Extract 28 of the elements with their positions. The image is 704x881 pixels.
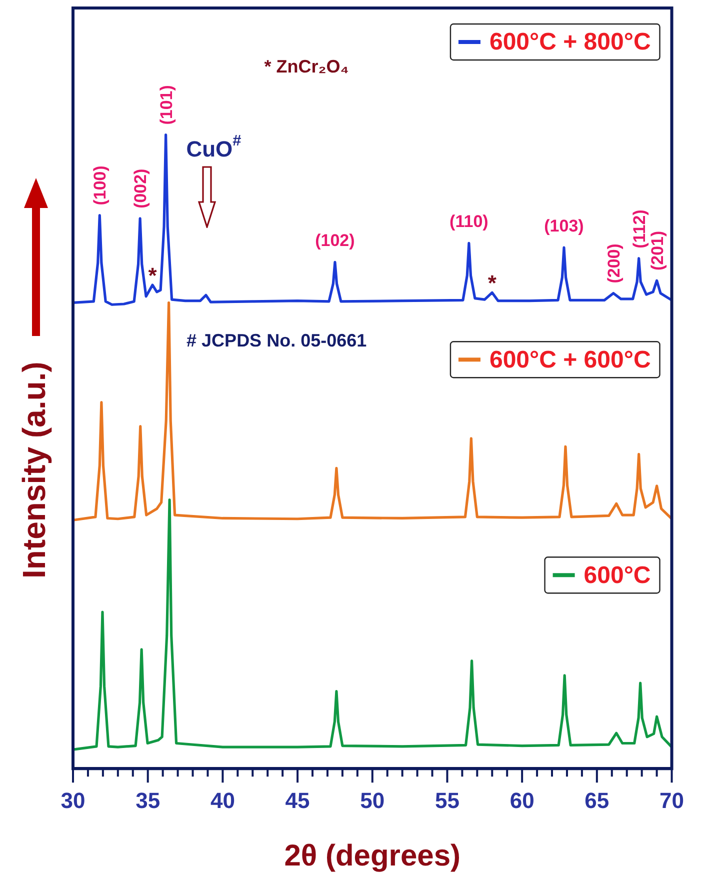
annotation: (201) bbox=[648, 230, 667, 271]
x-tick-label: 50 bbox=[360, 788, 385, 813]
legend-label: 600°C + 600°C bbox=[489, 346, 651, 374]
x-tick-label: 45 bbox=[285, 788, 310, 813]
y-axis-title: Intensity (a.u.) bbox=[16, 362, 52, 578]
x-tick-label: 60 bbox=[510, 788, 534, 813]
x-tick-label: 70 bbox=[660, 788, 684, 813]
legend-label: 600°C + 800°C bbox=[489, 28, 651, 56]
annotation: * bbox=[148, 262, 158, 288]
annotation: (002) bbox=[131, 168, 150, 208]
annotation: (103) bbox=[544, 216, 584, 236]
annotation: (200) bbox=[604, 244, 624, 284]
x-tick-label: 65 bbox=[584, 788, 610, 813]
x-axis-title: 2θ (degrees) bbox=[284, 839, 461, 872]
legend-label: 600°C bbox=[584, 562, 651, 589]
annotation: # JCPDS No. 05-0661 bbox=[186, 330, 367, 350]
x-tick-label: 40 bbox=[210, 788, 235, 813]
annotation: (101) bbox=[156, 85, 176, 125]
x-tick-label: 35 bbox=[136, 788, 160, 813]
x-tick-label: 55 bbox=[434, 788, 460, 813]
annotation: (110) bbox=[450, 212, 488, 232]
annotation: (112) bbox=[630, 210, 649, 248]
annotation: * bbox=[488, 270, 497, 296]
x-tick-label: 30 bbox=[60, 788, 86, 813]
annotation: CuO# bbox=[186, 132, 242, 162]
annotation: (102) bbox=[315, 231, 355, 250]
annotation: (100) bbox=[90, 166, 110, 206]
text: * ZnCr₂O₄ bbox=[264, 56, 349, 77]
